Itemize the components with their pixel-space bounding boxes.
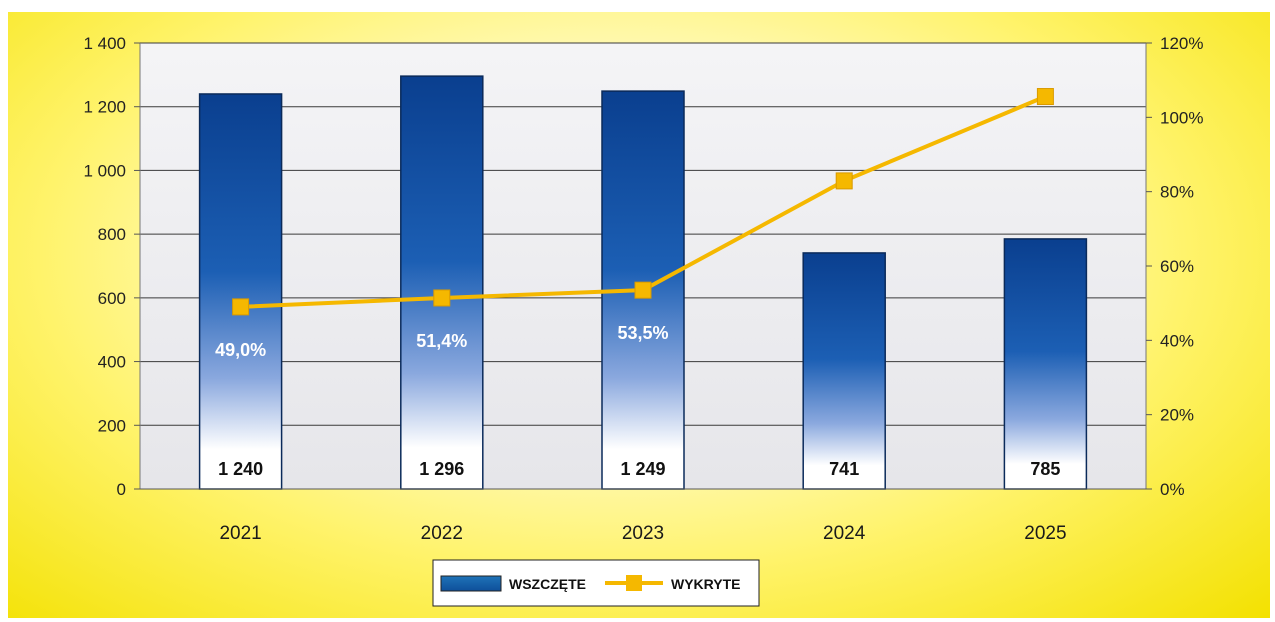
line-value-label: 53,5%: [617, 323, 668, 343]
line-point-2023: [634, 281, 652, 299]
line-point-2022: [433, 289, 451, 307]
left-tick-label: 0: [117, 480, 126, 499]
legend-label-wszczete: WSZCZĘTE: [509, 576, 586, 592]
right-tick-label: 100%: [1160, 108, 1203, 127]
left-tick-label: 400: [98, 353, 126, 372]
combo-chart: 0 200 400 600 800 1 000 1 200 1 400 0% 20% 40% 60% 8…: [83, 34, 1203, 607]
right-tick-label: 80%: [1160, 183, 1194, 202]
right-tick-label: 0%: [1160, 480, 1185, 499]
bar-value-label: 1 296: [419, 459, 464, 479]
bar-value-label: 1 240: [218, 459, 263, 479]
left-tick-label: 1 400: [83, 34, 126, 53]
bar-2022: [400, 75, 484, 490]
chart-frame: 0 200 400 600 800 1 000 1 200 1 400 0% 20% 40% 60% 8…: [8, 12, 1270, 618]
left-tick-label: 200: [98, 416, 126, 435]
legend-swatch-wszczete: [440, 575, 502, 592]
left-tick-label: 600: [98, 289, 126, 308]
left-tick-label: 800: [98, 225, 126, 244]
bar-2025: [1003, 238, 1088, 490]
line-point-2021: [232, 298, 250, 316]
bar-value-label: 785: [1030, 459, 1060, 479]
line-value-label: 49,0%: [215, 340, 266, 360]
left-tick-label: 1 200: [83, 98, 126, 117]
line-point-2025: [1036, 88, 1054, 106]
right-tick-label: 20%: [1160, 406, 1194, 425]
bar-value-label: 741: [829, 459, 859, 479]
category-label: 2024: [823, 523, 866, 544]
right-tick-label: 40%: [1160, 331, 1194, 350]
line-value-label: 51,4%: [416, 331, 467, 351]
legend-label-wykryte: WYKRYTE: [671, 576, 740, 592]
right-tick-label: 120%: [1160, 34, 1203, 53]
category-label: 2021: [219, 523, 261, 544]
bar-2021: [198, 93, 283, 490]
bar-2024: [802, 252, 886, 490]
legend-swatch-wykryte-marker: [626, 575, 642, 591]
bar-value-label: 1 249: [620, 459, 665, 479]
category-label: 2023: [622, 523, 664, 544]
left-tick-label: 1 000: [83, 161, 126, 180]
category-label: 2022: [421, 523, 463, 544]
line-point-2024: [835, 172, 853, 190]
category-label: 2025: [1024, 523, 1066, 544]
right-tick-label: 60%: [1160, 257, 1194, 276]
